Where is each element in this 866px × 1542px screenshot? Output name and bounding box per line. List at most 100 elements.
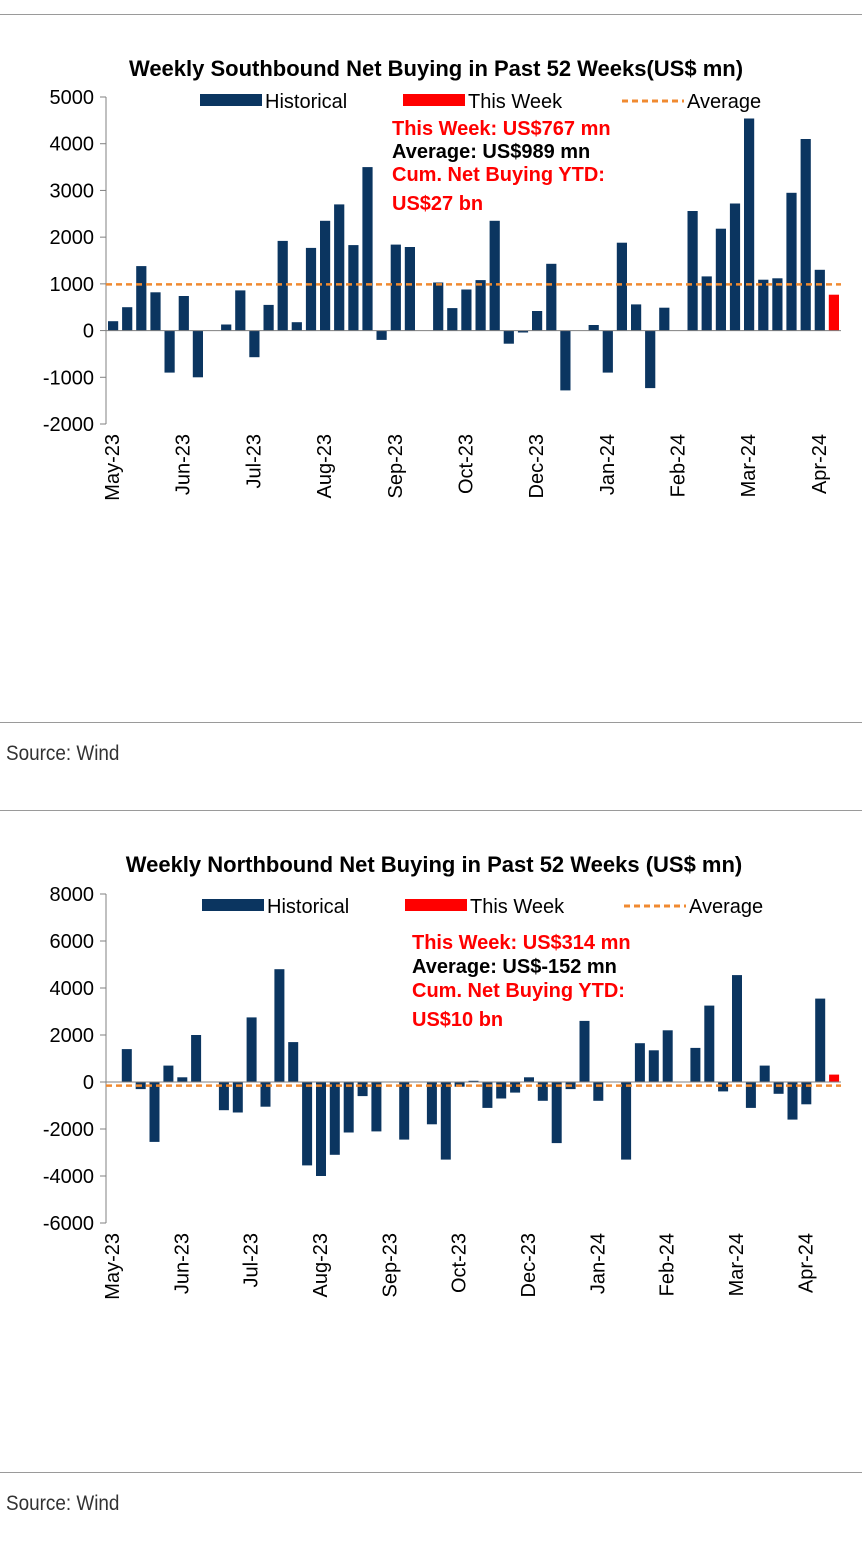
bar-historical (593, 1082, 604, 1101)
top-divider (0, 14, 862, 15)
y-tick-label: 3000 (50, 180, 95, 202)
bar-historical (687, 211, 698, 331)
bar-historical (163, 1065, 174, 1082)
x-tick-label: Aug-23 (314, 434, 336, 499)
northbound-chart: Weekly Northbound Net Buying in Past 52 … (43, 852, 841, 1300)
bar-historical (371, 1082, 382, 1132)
bar-historical (468, 1080, 479, 1082)
plot-area: 5000 4000 3000 2000 1000 0 -1000 -2000 May-23 Jun… (43, 87, 841, 501)
legend-average-label: Average (687, 91, 761, 113)
y-tick-label: 8000 (50, 884, 95, 906)
bar-historical (546, 263, 557, 331)
bar-historical (461, 289, 472, 331)
annotation-cum-line2: US$27 bn (392, 193, 483, 215)
y-tick-label: 0 (83, 1072, 94, 1094)
bar-historical (221, 324, 232, 331)
chart-divider (0, 1472, 862, 1473)
bar-historical (517, 330, 529, 333)
bar-historical (260, 1082, 271, 1107)
bar-historical (320, 220, 331, 331)
x-tick-label: Dec-23 (526, 434, 548, 498)
bar-historical (288, 1042, 299, 1082)
annotation-cum-line1: Cum. Net Buying YTD: (392, 164, 605, 186)
bar-historical (579, 1020, 590, 1082)
bar-historical (357, 1082, 368, 1097)
x-tick-label: May-23 (102, 1233, 124, 1300)
bar-historical (191, 1035, 202, 1082)
source-note: Source: Wind (6, 1492, 120, 1515)
bar-historical (729, 203, 741, 331)
bar-historical (329, 1082, 340, 1155)
legend: Historical This Week Average (200, 91, 761, 113)
bar-historical (759, 1065, 770, 1082)
bar-historical (108, 321, 119, 331)
x-tick-label: Sep-23 (385, 434, 407, 499)
bar-historical (178, 296, 189, 331)
x-tick-label: Jan-24 (597, 434, 619, 495)
bar-historical (348, 245, 359, 331)
bar-historical (800, 139, 811, 331)
bar-historical (814, 269, 825, 331)
y-tick-label: -1000 (43, 367, 94, 389)
y-tick-label: -6000 (43, 1213, 94, 1235)
annotation-this-week: This Week: US$314 mn (412, 932, 631, 954)
bar-historical (815, 998, 826, 1082)
bar-historical (177, 1077, 188, 1082)
bar-historical (773, 1082, 784, 1094)
y-tick-label: -4000 (43, 1166, 94, 1188)
bar-historical (659, 307, 670, 331)
bar-historical (277, 240, 288, 331)
annotation-cum-line1: Cum. Net Buying YTD: (412, 980, 625, 1002)
bar-historical (164, 330, 175, 373)
y-tick-label: 5000 (50, 87, 95, 109)
section-divider (0, 810, 862, 811)
bar-historical (602, 330, 613, 373)
chart-divider (0, 722, 862, 723)
bar-historical (551, 1082, 562, 1144)
x-tick-label: Aug-23 (310, 1233, 332, 1298)
chart-title: Weekly Northbound Net Buying in Past 52 … (126, 852, 743, 877)
bar-historical (121, 1049, 132, 1082)
bar-historical (662, 1030, 673, 1082)
bar-historical (718, 1082, 729, 1092)
y-tick-label: 4000 (50, 134, 95, 156)
x-tick-label: Feb-24 (657, 1233, 679, 1296)
bar-historical (475, 280, 486, 331)
bar-historical (801, 1082, 812, 1105)
bar-historical (537, 1082, 548, 1101)
annotation-cum-line2: US$10 bn (412, 1009, 503, 1031)
bar-historical (376, 330, 387, 340)
legend-this-week-swatch (403, 94, 465, 106)
bar-historical (503, 330, 514, 344)
bar-historical (745, 1082, 756, 1108)
bar-historical (616, 242, 627, 331)
southbound-chart: Weekly Southbound Net Buying in Past 52 … (43, 56, 841, 501)
x-tick-label: Mar-24 (726, 1233, 748, 1296)
bar-this-week (829, 1074, 840, 1082)
bar-historical (232, 1082, 243, 1113)
bar-historical (489, 220, 500, 331)
y-tick-label: -2000 (43, 414, 94, 436)
bar-historical (715, 228, 726, 331)
bar-historical (390, 244, 401, 331)
bar-historical (787, 1082, 798, 1120)
legend-this-week-label: This Week (468, 91, 563, 113)
bar-historical (136, 266, 147, 331)
x-tick-label: Jun-23 (171, 1233, 193, 1294)
y-tick-label: -2000 (43, 1119, 94, 1141)
bar-historical (192, 330, 203, 378)
legend-historical-label: Historical (265, 91, 347, 113)
annotation-average: Average: US$-152 mn (412, 956, 617, 978)
bar-historical (433, 282, 444, 331)
legend-historical-swatch (202, 899, 264, 911)
bar-historical (399, 1082, 410, 1140)
bar-historical (447, 308, 458, 331)
annotation-box: This Week: US$767 mn Average: US$989 mn … (392, 118, 611, 215)
bar-historical (758, 279, 769, 331)
bar-this-week (828, 294, 839, 331)
bar-historical (274, 969, 285, 1082)
bar-historical (246, 1017, 257, 1082)
bar-historical (645, 330, 656, 389)
bar-historical (732, 975, 742, 1082)
legend-historical-swatch (200, 94, 262, 106)
